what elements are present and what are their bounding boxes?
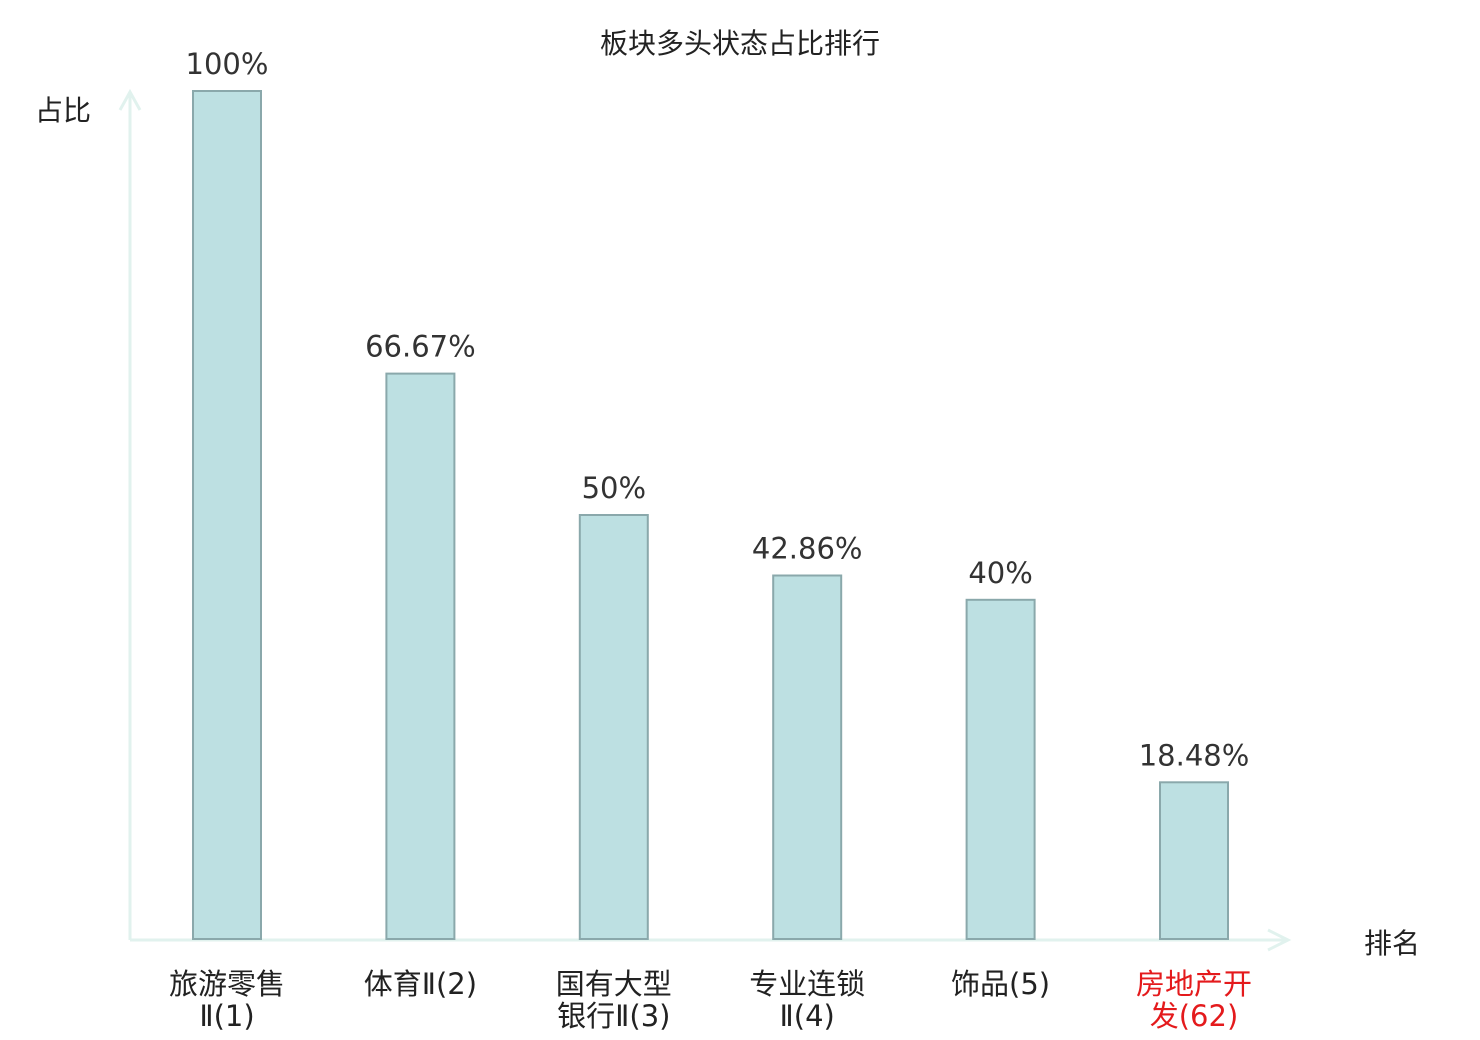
value-label-3: 50% xyxy=(582,471,646,505)
x-axis-arrow xyxy=(1267,928,1292,952)
bars-layer xyxy=(192,90,1229,941)
bar-2 xyxy=(385,372,456,941)
category-label-6-line-2: 发(62) xyxy=(1150,999,1239,1033)
category-label-4-line-2: Ⅱ(4) xyxy=(780,999,835,1033)
axes xyxy=(118,88,1292,952)
category-label-2-line-1: 体育Ⅱ(2) xyxy=(364,967,477,1001)
category-label-1-line-1: 旅游零售 xyxy=(169,967,285,1001)
bar-5 xyxy=(965,598,1036,940)
value-label-1: 100% xyxy=(186,47,269,81)
x-axis-label: 排名 xyxy=(1364,927,1420,960)
value-label-2: 66.67% xyxy=(365,330,476,364)
category-label-3-line-1: 国有大型 xyxy=(556,967,672,1001)
bar-6 xyxy=(1159,781,1229,940)
chart-title: 板块多头状态占比排行 xyxy=(600,27,880,60)
category-label-4-line-1: 专业连锁 xyxy=(749,967,865,1001)
y-axis-label: 占比 xyxy=(35,94,91,127)
category-label-5-line-1: 饰品(5) xyxy=(951,967,1050,1001)
value-labels-layer: 100% 66.67% 50% 42.86% 40% 18.48% xyxy=(186,47,1250,772)
value-label-6: 18.48% xyxy=(1139,738,1250,772)
y-axis-arrow xyxy=(118,88,142,111)
category-label-1-line-2: Ⅱ(1) xyxy=(199,999,254,1033)
value-label-5: 40% xyxy=(968,556,1032,590)
value-label-4: 42.86% xyxy=(752,532,863,566)
category-label-6-line-1: 房地产开 xyxy=(1136,967,1252,1001)
bar-3 xyxy=(578,514,649,940)
category-label-3-line-2: 银行Ⅱ(3) xyxy=(557,999,670,1033)
bar-4 xyxy=(772,574,843,940)
bar-1 xyxy=(192,90,262,940)
